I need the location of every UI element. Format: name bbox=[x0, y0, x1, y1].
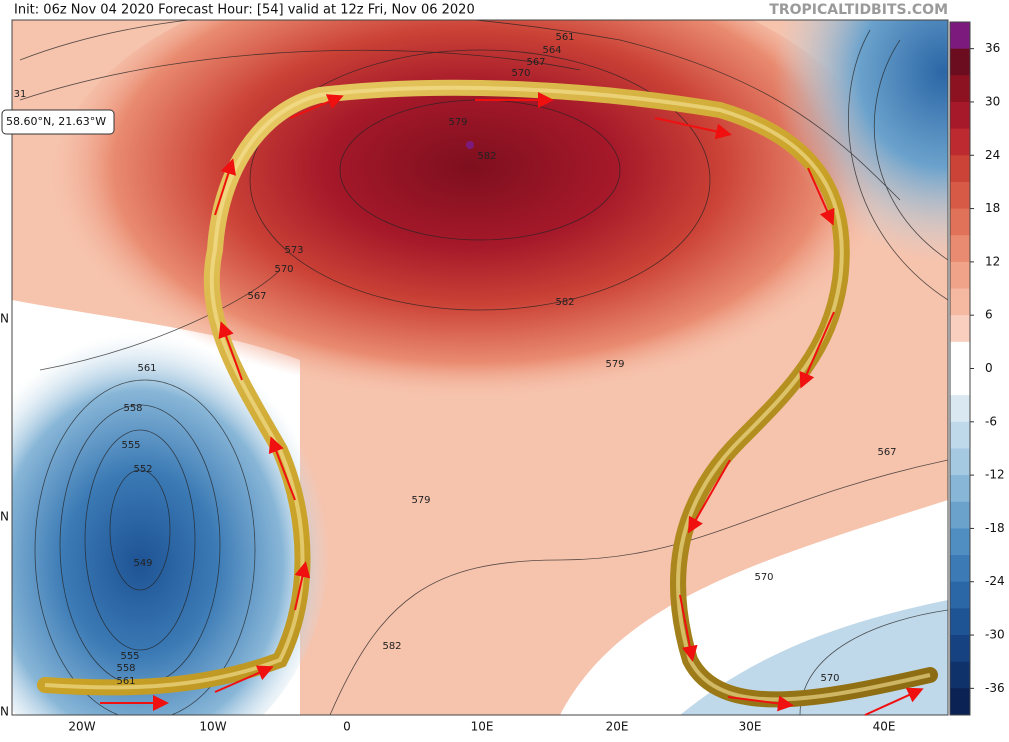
colorbar-swatch bbox=[950, 235, 970, 263]
colorbar-swatch bbox=[950, 581, 970, 609]
colorbar-swatch bbox=[950, 101, 970, 130]
contour-label: 549 bbox=[133, 558, 152, 569]
colorbar-label: 18 bbox=[985, 201, 1000, 215]
cursor-readout-box bbox=[1, 109, 115, 135]
colorbar-swatch bbox=[950, 421, 970, 449]
watermark: TROPICALTIDBITS.COM bbox=[769, 2, 948, 18]
contour-label: 564 bbox=[542, 45, 561, 56]
x-axis-label: 40E bbox=[873, 720, 896, 734]
colorbar-label: -30 bbox=[985, 628, 1005, 642]
colorbar-swatch bbox=[950, 528, 970, 556]
colorbar-label: 6 bbox=[985, 308, 993, 322]
x-axis-label: 0 bbox=[343, 720, 351, 734]
colorbar-swatch bbox=[950, 181, 970, 210]
colorbar-swatch bbox=[950, 75, 970, 103]
contour-label: 582 bbox=[382, 641, 401, 652]
colorbar-swatch bbox=[950, 688, 970, 716]
colorbar-swatch bbox=[950, 501, 970, 529]
contour-label: 570 bbox=[820, 673, 839, 684]
colorbar-label: 30 bbox=[985, 94, 1000, 108]
cursor-readout: 58.60°N, 21.63°W bbox=[6, 115, 106, 128]
contour-label: 582 bbox=[555, 297, 574, 308]
colorbar-swatch bbox=[950, 48, 970, 76]
x-axis-label: 30E bbox=[739, 720, 762, 734]
contour-label: 558 bbox=[116, 663, 135, 674]
contour-label: 555 bbox=[120, 651, 139, 662]
colorbar-swatch bbox=[950, 315, 970, 343]
axes: 20W 10W 0 10E 20E 30E 40E N N N bbox=[0, 312, 895, 734]
contour-label: 567 bbox=[247, 291, 266, 302]
contour-label: 31 bbox=[14, 89, 27, 100]
colorbar-swatch bbox=[950, 128, 970, 156]
colorbar-swatch bbox=[950, 155, 970, 183]
contour-label: 555 bbox=[121, 440, 140, 451]
colorbar-label: -24 bbox=[985, 574, 1005, 588]
contour-label: 558 bbox=[123, 403, 142, 414]
contour-label: 570 bbox=[274, 264, 293, 275]
colorbar-swatch bbox=[950, 368, 970, 396]
x-axis-label: 20E bbox=[606, 720, 629, 734]
contour-label: 561 bbox=[116, 676, 135, 687]
contour-label: 561 bbox=[137, 363, 156, 374]
colorbar-swatch bbox=[950, 208, 970, 236]
contour-label: 573 bbox=[284, 245, 303, 256]
contour-label: 567 bbox=[877, 447, 896, 458]
colorbar-swatch bbox=[950, 341, 970, 369]
colorbar-label: 24 bbox=[985, 148, 1000, 162]
colorbar-swatch bbox=[950, 395, 970, 423]
colorbar-label: 0 bbox=[985, 361, 993, 375]
contour-label: 579 bbox=[448, 117, 467, 128]
colorbar-swatch bbox=[950, 608, 970, 636]
contour-label: 582 bbox=[477, 151, 496, 162]
y-axis-label: N bbox=[0, 312, 9, 326]
colorbar-swatch bbox=[950, 261, 970, 290]
contour-labels: 5615645675705795825735705675825795615585… bbox=[14, 32, 897, 687]
x-axis-label: 20W bbox=[68, 720, 95, 734]
colorbar-swatch bbox=[950, 475, 970, 503]
colorbar-label: 12 bbox=[985, 254, 1000, 268]
colorbar-swatch bbox=[950, 555, 970, 583]
colorbar-label: 36 bbox=[985, 41, 1000, 55]
y-axis-label: N bbox=[0, 510, 9, 524]
colorbar-label: -18 bbox=[985, 521, 1005, 535]
colorbar-label: -36 bbox=[985, 681, 1005, 695]
jet-stream-path bbox=[37, 79, 938, 716]
colorbar-swatch bbox=[950, 661, 970, 689]
contour-label: 552 bbox=[133, 464, 152, 475]
colorbar-swatch bbox=[950, 22, 970, 50]
contour-label: 561 bbox=[555, 32, 574, 43]
contour-label: 579 bbox=[411, 495, 430, 506]
x-axis-label: 10W bbox=[199, 720, 226, 734]
colorbar-swatch bbox=[950, 448, 970, 476]
x-axis-label: 10E bbox=[471, 720, 494, 734]
y-axis-label: N bbox=[0, 705, 9, 719]
contour-label: 567 bbox=[526, 57, 545, 68]
colorbar-label: -6 bbox=[985, 414, 997, 428]
colorbar-swatch bbox=[950, 635, 970, 663]
map-frame bbox=[11, 19, 949, 716]
colorbar-label: -12 bbox=[985, 468, 1005, 482]
contour-label: 570 bbox=[511, 68, 530, 79]
colorbar: 36 30 24 18 12 6 0 -6 -12 -18 -24 -30 -36 bbox=[949, 21, 1005, 716]
contour-label: 570 bbox=[754, 572, 773, 583]
contour-label: 579 bbox=[605, 359, 624, 370]
colorbar-swatch bbox=[950, 288, 970, 316]
run-info: Init: 06z Nov 04 2020 Forecast Hour: [54… bbox=[14, 3, 475, 18]
